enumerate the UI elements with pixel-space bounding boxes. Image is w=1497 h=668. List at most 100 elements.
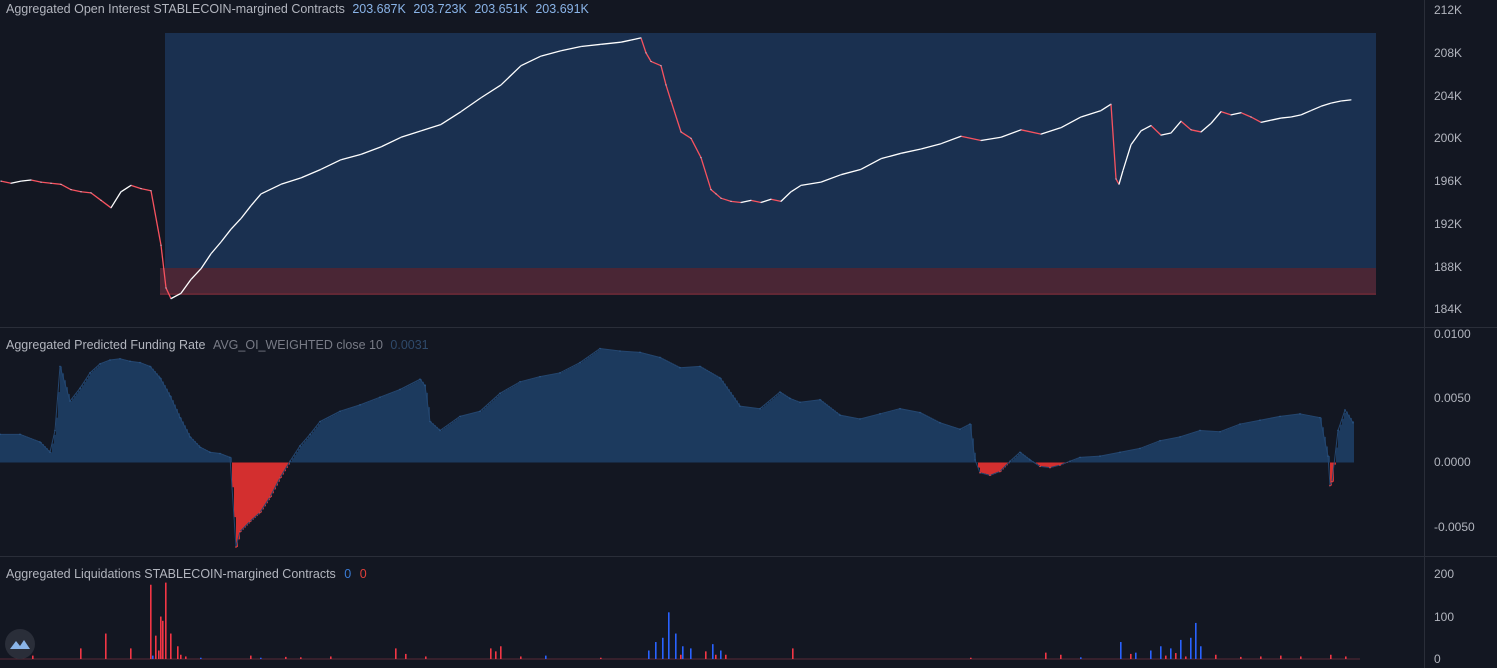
liq-long-bar-5	[545, 655, 547, 659]
liq-price-scale[interactable]	[1424, 557, 1497, 668]
funding-column-828	[828, 405, 830, 463]
funding-column-836	[836, 412, 838, 463]
oi-point-58	[720, 197, 722, 199]
funding-column-50	[50, 452, 52, 463]
liq-pane[interactable]: Aggregated Liquidations STABLECOIN-margi…	[0, 557, 1424, 668]
funding-point-51	[659, 356, 661, 359]
funding-column-670	[670, 362, 672, 463]
funding-column-612	[612, 350, 614, 463]
funding-column-474	[474, 412, 476, 463]
oi-segment-49	[645, 52, 652, 62]
funding-column-198	[198, 445, 200, 463]
funding-column-860	[860, 418, 862, 463]
funding-column-1048	[1048, 462, 1050, 468]
funding-column-1302	[1302, 414, 1304, 463]
funding-column-24	[24, 435, 26, 463]
oi-point-89	[1160, 134, 1162, 136]
funding-column-394	[394, 391, 396, 463]
oi-segment-24	[220, 228, 232, 243]
oi-point-104	[1310, 109, 1312, 112]
oi-point-101	[1280, 117, 1282, 119]
liq-short-bar-23	[500, 646, 502, 659]
funding-column-176	[176, 408, 178, 463]
funding-column-214	[214, 452, 216, 463]
oi-segment-78	[1020, 129, 1042, 135]
funding-column-132	[132, 361, 134, 463]
liq-long-bar-11	[682, 646, 684, 659]
funding-column-20	[20, 434, 22, 463]
funding-price-scale[interactable]	[1424, 328, 1497, 556]
oi-open-value: 203.687K	[352, 2, 406, 16]
funding-column-678	[678, 366, 680, 463]
funding-column-152	[152, 368, 154, 463]
funding-column-352	[352, 407, 354, 463]
funding-column-794	[794, 399, 796, 463]
funding-column-1106	[1106, 454, 1108, 463]
funding-column-182	[182, 421, 184, 463]
funding-column-34	[34, 439, 36, 463]
funding-column-790	[790, 398, 792, 463]
funding-column-636	[636, 352, 638, 463]
funding-column-792	[792, 399, 794, 463]
funding-column-1290	[1290, 415, 1292, 463]
funding-column-362	[362, 404, 364, 463]
oi-segment-8	[70, 189, 82, 193]
funding-column-1214	[1214, 431, 1216, 463]
funding-column-1068	[1068, 461, 1070, 463]
oi-segment-60	[730, 200, 742, 204]
funding-column-36	[36, 440, 38, 463]
oi-point-82	[1110, 103, 1112, 105]
funding-column-462	[462, 415, 464, 463]
oi-segment-29	[280, 177, 302, 185]
oi-segment-20	[180, 279, 192, 294]
funding-column-588	[588, 356, 590, 463]
funding-column-408	[408, 385, 410, 463]
oi-segment-40	[500, 65, 522, 86]
funding-value: 0.0031	[390, 338, 429, 352]
oi-segment-38	[460, 97, 482, 113]
funding-column-862	[862, 418, 864, 463]
funding-point-65	[919, 411, 921, 414]
pane-separator-2[interactable]	[0, 556, 1497, 557]
funding-column-1226	[1226, 429, 1228, 463]
funding-column-980	[980, 462, 982, 473]
funding-column-1096	[1096, 456, 1098, 463]
oi-point-47	[640, 37, 642, 39]
liq-short-bar-30	[792, 648, 794, 659]
pane-separator-1[interactable]	[0, 327, 1497, 328]
oi-segment-63	[760, 198, 772, 204]
liq-long-bar-16	[1120, 642, 1122, 659]
oi-point-57	[715, 193, 717, 195]
funding-point-25	[249, 520, 251, 523]
oi-point-50	[660, 65, 662, 67]
funding-point-16	[169, 395, 171, 397]
oi-price-scale[interactable]	[1424, 0, 1497, 327]
oi-point-78	[1040, 133, 1042, 135]
funding-column-322	[322, 420, 324, 463]
liq-short-bar-33	[1060, 654, 1062, 659]
oi-point-54	[690, 137, 692, 139]
oi-point-33	[380, 146, 382, 148]
funding-column-906	[906, 409, 908, 463]
funding-column-846	[846, 416, 848, 463]
funding-column-46	[46, 448, 48, 463]
funding-column-838	[838, 413, 840, 463]
funding-point-13	[139, 361, 141, 364]
funding-column-1154	[1154, 443, 1156, 463]
funding-column-1074	[1074, 459, 1076, 463]
funding-column-956	[956, 427, 958, 463]
funding-column-30	[30, 438, 32, 463]
funding-column-1004	[1004, 462, 1006, 468]
funding-column-1180	[1180, 436, 1182, 463]
funding-pane[interactable]: Aggregated Predicted Funding Rate AVG_OI…	[0, 328, 1424, 556]
funding-column-424	[424, 384, 426, 463]
funding-point-79	[1069, 460, 1071, 463]
oi-pane[interactable]: Aggregated Open Interest STABLECOIN-marg…	[0, 0, 1424, 327]
funding-column-490	[490, 402, 492, 463]
funding-column-610	[610, 349, 612, 463]
oi-segment-21	[190, 268, 202, 280]
tradingview-logo-icon[interactable]	[5, 629, 35, 659]
funding-column-1326	[1326, 446, 1328, 463]
oi-segment-76	[980, 136, 1002, 142]
oi-segment-13	[120, 184, 132, 193]
